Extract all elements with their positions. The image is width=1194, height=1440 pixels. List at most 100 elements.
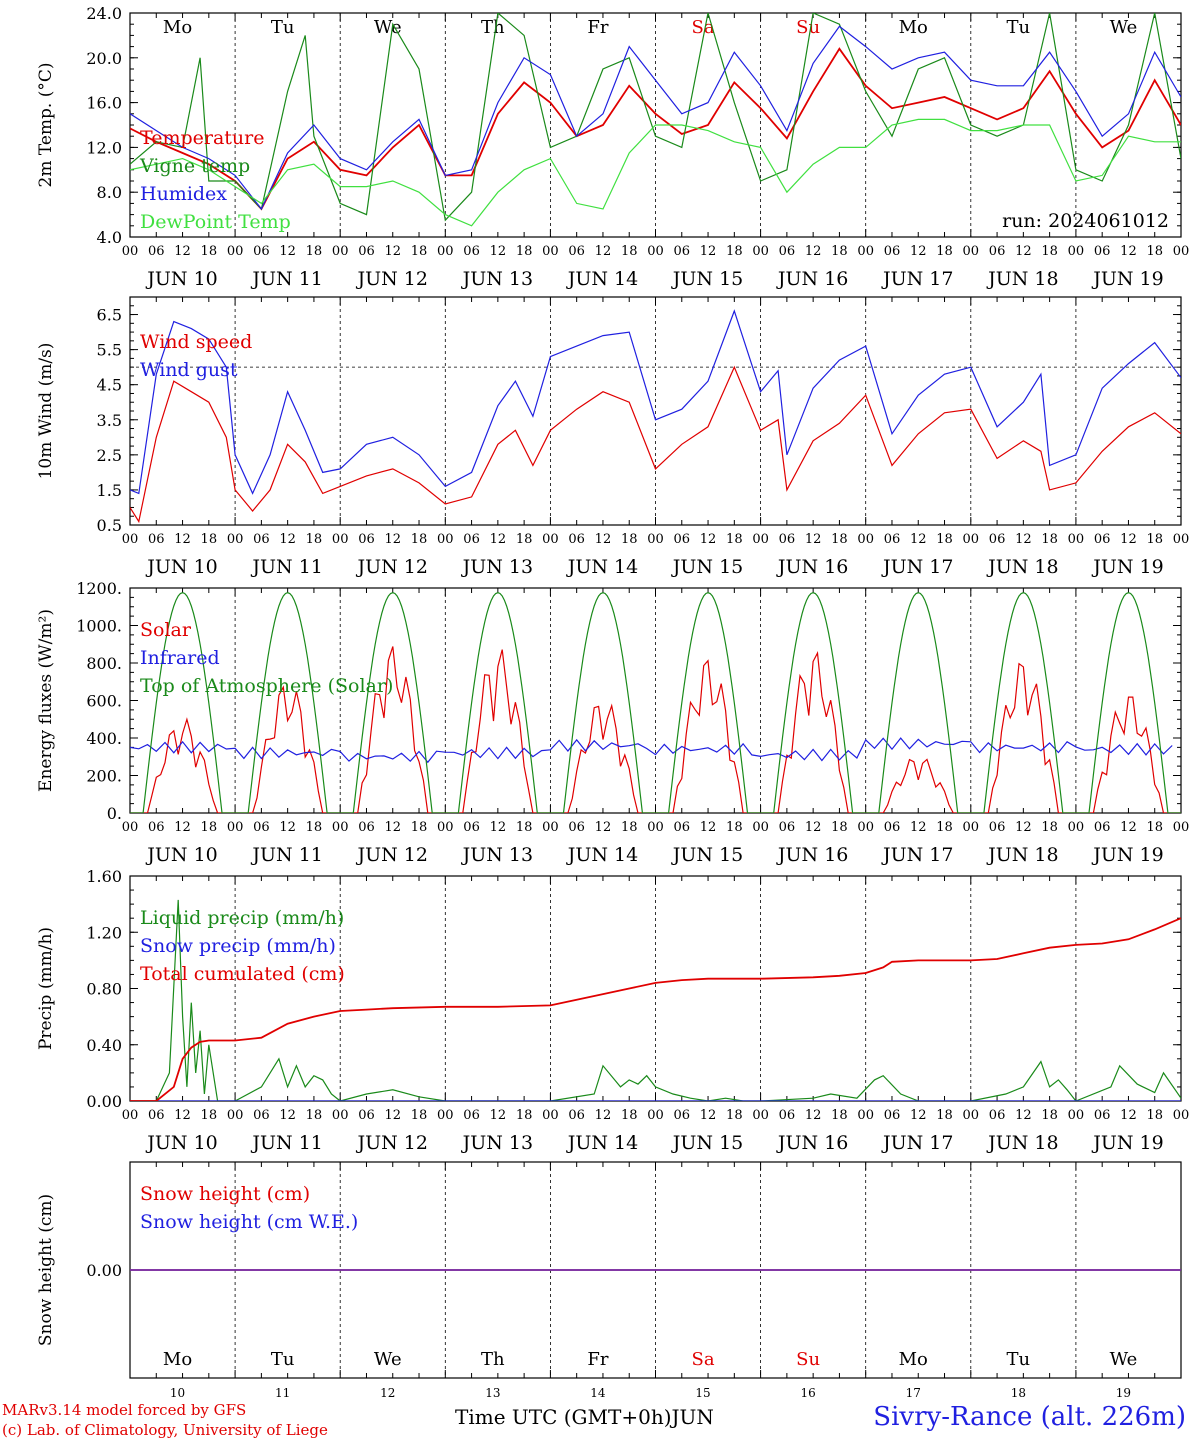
x-hour-label: 12 xyxy=(910,1108,927,1123)
x-hour-label: 06 xyxy=(674,532,691,547)
x-date-label: JUN 17 xyxy=(881,268,953,290)
month-label: JUN xyxy=(671,1405,714,1429)
x-hour-label: 12 xyxy=(384,532,401,547)
x-hour-label: 00 xyxy=(437,1108,454,1123)
weekday-label: We xyxy=(374,17,402,38)
weekday-label: Fr xyxy=(587,17,608,38)
x-hour-label: 06 xyxy=(674,1108,691,1123)
x-hour-label: 06 xyxy=(989,532,1006,547)
x-hour-label: 00 xyxy=(542,532,559,547)
x-hour-label: 12 xyxy=(595,820,612,835)
x-date-label: JUN 10 xyxy=(145,268,217,290)
y-tick-label: 0.80 xyxy=(86,980,122,999)
x-hour-label: 00 xyxy=(1068,1108,1085,1123)
x-hour-label: 00 xyxy=(227,1108,244,1123)
x-hour-label: 00 xyxy=(122,1108,139,1123)
series-line-3 xyxy=(130,917,1181,1101)
x-hour-label: 00 xyxy=(647,532,664,547)
x-date-label: JUN 10 xyxy=(145,1132,217,1154)
x-hour-label: 06 xyxy=(884,532,901,547)
x-hour-label: 00 xyxy=(227,244,244,259)
weekday-label: Tu xyxy=(271,1349,295,1370)
x-hour-label: 06 xyxy=(148,1108,165,1123)
x-hour-label: 06 xyxy=(253,1108,270,1123)
day-number-label: 19 xyxy=(1116,1386,1131,1400)
day-number-label: 18 xyxy=(1011,1386,1026,1400)
x-hour-label: 12 xyxy=(1120,244,1137,259)
x-hour-label: 06 xyxy=(568,1108,585,1123)
y-axis-label: Energy fluxes (W/m²) xyxy=(36,609,56,792)
time-axis-label: Time UTC (GMT+0h)JUN xyxy=(455,1405,714,1429)
x-hour-label: 00 xyxy=(542,244,559,259)
x-hour-label: 06 xyxy=(148,244,165,259)
x-hour-label: 12 xyxy=(805,244,822,259)
y-tick-label: 20.0 xyxy=(86,49,122,68)
x-hour-label: 18 xyxy=(516,532,533,547)
x-hour-label: 12 xyxy=(595,244,612,259)
x-hour-label: 06 xyxy=(989,1108,1006,1123)
x-hour-label: 18 xyxy=(621,1108,638,1123)
x-hour-label: 12 xyxy=(490,820,507,835)
y-axis-label: 2m Temp. (°C) xyxy=(36,62,56,187)
x-date-label: JUN 11 xyxy=(250,268,322,290)
y-tick-label: 1.20 xyxy=(86,923,122,942)
weekday-label: Mo xyxy=(899,17,928,38)
x-hour-label: 06 xyxy=(463,820,480,835)
y-axis-label: 10m Wind (m/s) xyxy=(36,343,56,480)
model-credit: MARv3.14 model forced by GFS (c) Lab. of… xyxy=(2,1400,328,1440)
panel-4: Precip (mm/h) 0.00 0.40 0.80 1.20 1.60 00 06 12 1… xyxy=(36,867,1189,1154)
x-hour-label: 12 xyxy=(805,532,822,547)
y-tick-label: 4.0 xyxy=(97,228,122,247)
x-hour-label: 00 xyxy=(647,244,664,259)
x-hour-label: 00 xyxy=(1068,820,1085,835)
weekday-label: We xyxy=(1110,1349,1138,1370)
x-date-label: JUN 19 xyxy=(1091,844,1163,866)
x-hour-label: 06 xyxy=(1094,1108,1111,1123)
legend-entry: Wind gust xyxy=(140,359,238,381)
x-hour-label: 12 xyxy=(384,244,401,259)
y-tick-label: 2.5 xyxy=(97,446,122,465)
y-tick-label: 3.5 xyxy=(97,411,122,430)
x-hour-label: 18 xyxy=(306,820,323,835)
x-hour-label: 18 xyxy=(936,820,953,835)
weekday-label: Mo xyxy=(899,1349,928,1370)
x-hour-label: 18 xyxy=(831,1108,848,1123)
x-hour-label: 12 xyxy=(279,244,296,259)
x-hour-label: 00 xyxy=(963,244,980,259)
x-hour-label: 18 xyxy=(831,532,848,547)
x-hour-label: 00 xyxy=(542,1108,559,1123)
x-date-label: JUN 17 xyxy=(881,1132,953,1154)
x-hour-label: 06 xyxy=(674,820,691,835)
x-hour-label: 12 xyxy=(595,1108,612,1123)
x-date-label: JUN 16 xyxy=(776,268,848,290)
x-hour-label: 06 xyxy=(358,1108,375,1123)
panel-5: Snow height (cm) 0.00 Mo Tu We Th Fr Sa Su Mo Tu We… xyxy=(36,1161,1182,1400)
x-hour-label: 12 xyxy=(279,820,296,835)
x-date-label: JUN 18 xyxy=(986,268,1058,290)
x-hour-label: 12 xyxy=(279,532,296,547)
x-hour-label: 00 xyxy=(963,532,980,547)
day-number-label: 12 xyxy=(380,1386,395,1400)
day-number-label: 10 xyxy=(170,1386,185,1400)
legend-entry: Wind speed xyxy=(140,331,252,353)
x-hour-label: 06 xyxy=(779,820,796,835)
x-hour-label: 00 xyxy=(122,532,139,547)
x-hour-label: 00 xyxy=(1173,1108,1190,1123)
x-date-label: JUN 18 xyxy=(986,556,1058,578)
x-hour-label: 00 xyxy=(122,244,139,259)
x-hour-label: 12 xyxy=(910,244,927,259)
x-hour-label: 00 xyxy=(857,820,874,835)
x-date-label: JUN 14 xyxy=(566,268,638,290)
x-hour-label: 00 xyxy=(752,820,769,835)
x-hour-label: 00 xyxy=(963,1108,980,1123)
series-line-1 xyxy=(130,47,1181,211)
x-hour-label: 12 xyxy=(910,820,927,835)
x-date-label: JUN 19 xyxy=(1091,268,1163,290)
x-hour-label: 18 xyxy=(1041,1108,1058,1123)
y-tick-label: 8.0 xyxy=(97,183,122,202)
x-hour-label: 18 xyxy=(726,1108,743,1123)
x-hour-label: 06 xyxy=(989,244,1006,259)
legend-entry: Vigne temp xyxy=(139,155,250,177)
series-line-2 xyxy=(130,737,1173,764)
x-hour-label: 18 xyxy=(306,532,323,547)
